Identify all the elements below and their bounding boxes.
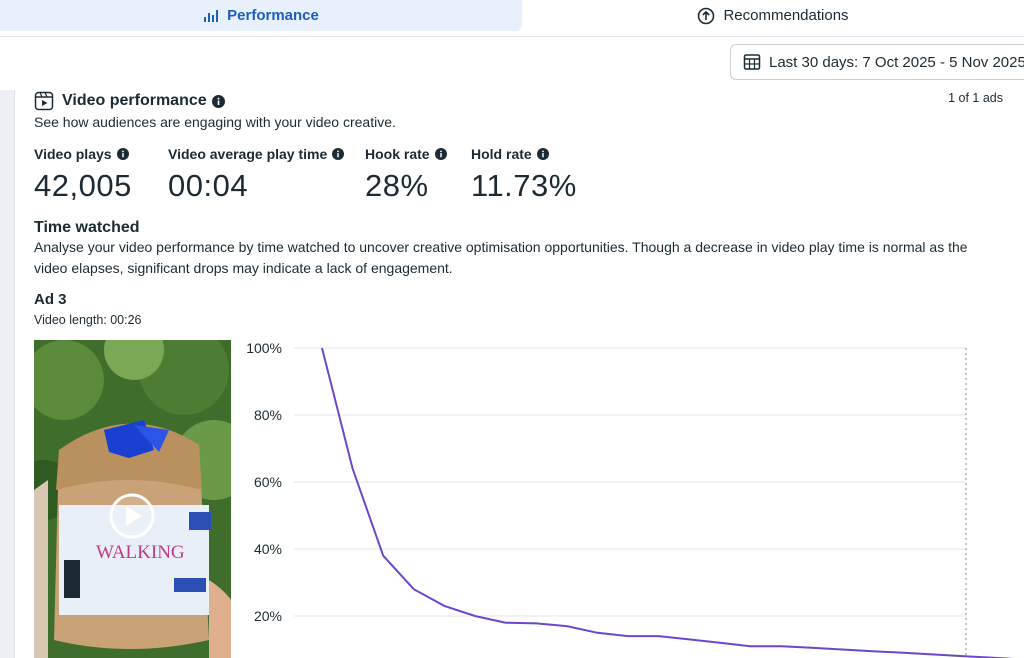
chart-y-tick-label: 20% — [254, 608, 282, 624]
ad-name: Ad 3 — [34, 291, 67, 308]
chart-series-line — [321, 347, 1016, 658]
ads-count: 1 of 1 ads — [948, 91, 1003, 105]
chart-y-tick-label: 100% — [246, 340, 282, 356]
video-length: Video length: 00:26 — [34, 313, 142, 327]
metric-value: 28% — [365, 168, 429, 203]
date-range-button[interactable]: Last 30 days: 7 Oct 2025 - 5 Nov 2025 — [730, 44, 1024, 80]
tab-recommendations[interactable]: Recommendations — [522, 0, 1024, 31]
info-icon[interactable] — [211, 94, 225, 108]
metric-hold-rate: Hold rate 11.73% — [471, 146, 577, 204]
time-watched-description: Analyse your video performance by time w… — [34, 239, 968, 276]
info-icon[interactable] — [434, 148, 447, 160]
tab-performance-label: Performance — [227, 7, 319, 24]
left-panel-edge — [0, 90, 15, 658]
tab-recommendations-label: Recommendations — [723, 7, 849, 24]
video-icon — [34, 91, 54, 111]
date-range-label: Last 30 days: 7 Oct 2025 - 5 Nov 2025 — [769, 53, 1024, 71]
metric-hook-rate: Hook rate 28% — [365, 146, 447, 204]
play-icon[interactable] — [111, 495, 153, 537]
metric-value: 11.73% — [471, 168, 577, 203]
tab-bar: Performance Recommendations — [0, 0, 1024, 37]
info-icon[interactable] — [332, 148, 345, 160]
chart-y-tick-label: 40% — [254, 541, 282, 557]
thumbnail-brand-text: WALKING — [96, 542, 185, 563]
calendar-icon — [743, 53, 761, 71]
metric-video-plays: Video plays 42,005 — [34, 146, 132, 204]
time-watched-chart: 100% 80% 60% 40% 20% — [246, 340, 1016, 658]
video-performance-title: Video performance — [62, 92, 207, 109]
info-icon[interactable] — [116, 148, 129, 160]
bar-chart-icon — [203, 9, 219, 23]
chart-y-tick-label: 60% — [254, 474, 282, 490]
metric-label: Video plays — [34, 146, 112, 162]
metric-label: Hook rate — [365, 146, 430, 162]
video-thumbnail[interactable]: WALKING — [34, 340, 231, 658]
metric-value: 00:04 — [168, 168, 249, 203]
metric-average-play-time: Video average play time 00:04 — [168, 146, 345, 204]
time-watched-title: Time watched — [34, 219, 140, 236]
metric-label: Video average play time — [168, 146, 328, 162]
metric-label: Hold rate — [471, 146, 532, 162]
tab-performance[interactable]: Performance — [0, 0, 522, 31]
arrow-up-circle-icon — [697, 7, 715, 25]
info-icon[interactable] — [536, 148, 549, 160]
chart-y-tick-label: 80% — [254, 407, 282, 423]
video-performance-header: Video performance — [34, 91, 225, 111]
video-performance-subtitle: See how audiences are engaging with your… — [34, 114, 396, 130]
metric-value: 42,005 — [34, 168, 132, 203]
